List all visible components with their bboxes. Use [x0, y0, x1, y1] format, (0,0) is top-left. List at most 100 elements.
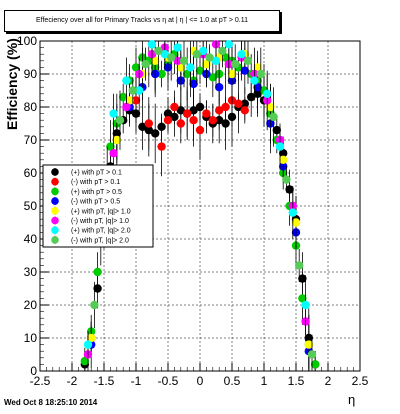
data-point: [240, 106, 249, 115]
date-stamp: Wed Oct 8 18:25:10 2014: [4, 398, 98, 407]
x-axis-label: η: [348, 392, 356, 407]
x-tick-label: -2: [67, 374, 78, 388]
data-point: [218, 46, 227, 56]
data-point: [157, 142, 166, 151]
y-tick-label: 20: [24, 298, 38, 312]
data-point: [183, 109, 192, 118]
y-tick-label: 50: [24, 199, 38, 213]
data-point: [167, 53, 176, 62]
legend-label: (-) with pT, |q|> 2.0: [71, 237, 129, 244]
x-tick-label: 1: [261, 374, 268, 388]
data-point: [119, 92, 128, 102]
legend-box: [42, 164, 154, 248]
data-point: [234, 99, 243, 108]
data-point: [115, 116, 125, 125]
x-tick-label: 1.5: [288, 374, 305, 388]
data-point: [192, 50, 201, 59]
data-point: [83, 340, 93, 349]
data-point: [189, 79, 198, 89]
data-point: [122, 102, 131, 112]
data-point: [291, 218, 301, 227]
data-point: [125, 96, 134, 105]
data-point: [266, 102, 275, 112]
data-point: [208, 73, 217, 82]
data-point: [189, 116, 198, 125]
data-point: [253, 83, 262, 92]
data-point: [80, 356, 90, 366]
legend-label: (-) with pT > 0.5: [71, 199, 120, 206]
y-tick-label: 80: [24, 100, 38, 114]
x-tick-label: -1: [131, 374, 142, 388]
x-tick-label: 0.5: [224, 374, 241, 388]
data-point: [256, 69, 265, 79]
data-point: [211, 56, 221, 65]
data-point: [176, 63, 185, 72]
data-point: [221, 53, 230, 62]
data-point: [131, 96, 141, 105]
data-point: [90, 300, 99, 310]
y-tick-label: 0: [30, 364, 37, 378]
data-point: [215, 83, 224, 92]
y-tick-label: 10: [24, 331, 38, 345]
data-point: [224, 40, 233, 49]
data-point: [109, 109, 118, 118]
legend: (+) with pT > 0.1 (-) with pT > 0.1 (+) wi…: [42, 164, 154, 248]
data-point: [215, 106, 224, 115]
data-point: [288, 208, 297, 217]
data-point: [135, 86, 144, 95]
y-tick-label: 100: [17, 34, 37, 48]
data-point: [298, 294, 307, 303]
data-point: [151, 56, 160, 65]
data-point: [195, 66, 205, 75]
data-point: [199, 46, 208, 56]
y-tick-label: 90: [24, 67, 38, 81]
x-tick-label: -2.5: [30, 374, 51, 388]
data-point: [282, 175, 291, 184]
legend-label: (+) with pT > 0.1: [71, 170, 122, 177]
x-tick-label: 2: [325, 374, 332, 388]
y-tick-label: 40: [24, 232, 38, 246]
data-point: [269, 112, 278, 122]
data-point: [163, 116, 173, 125]
data-point: [295, 261, 304, 270]
data-point: [170, 102, 179, 112]
data-point: [109, 149, 118, 158]
data-point: [275, 142, 285, 151]
legend-label: (+) with pT, |q|> 2.0: [71, 228, 131, 235]
data-point: [176, 119, 185, 128]
data-point: [141, 59, 150, 69]
data-point: [231, 59, 240, 69]
data-point: [157, 69, 166, 79]
data-point: [263, 89, 272, 99]
data-point: [240, 66, 249, 75]
data-point: [147, 40, 157, 49]
legend-label: (+) with pT > 0.5: [71, 189, 122, 196]
legend-marker: [51, 226, 59, 234]
data-point: [243, 56, 253, 65]
y-tick-label: 70: [24, 133, 38, 147]
data-point: [250, 76, 259, 85]
legend-label: (-) with pT > 0.1: [71, 179, 120, 186]
data-point: [247, 92, 256, 102]
y-tick-label: 60: [24, 166, 38, 180]
data-point: [202, 59, 211, 69]
data-point: [311, 360, 320, 369]
legend-marker: [51, 236, 59, 244]
data-point: [128, 86, 137, 95]
data-point: [122, 76, 131, 85]
data-point: [186, 63, 195, 72]
legend-marker: [51, 216, 59, 225]
data-point: [160, 50, 169, 59]
data-point: [138, 122, 147, 131]
data-point: [154, 46, 163, 56]
data-point: [208, 116, 217, 125]
legend-marker: [51, 168, 59, 176]
x-tick-label: 0: [197, 374, 204, 388]
legend-marker: [51, 187, 59, 196]
legend-marker: [51, 177, 59, 186]
legend-label: (-) with pT, |q|> 1.0: [71, 218, 129, 225]
y-axis-label: Efficiency (%): [4, 38, 20, 130]
data-point: [106, 142, 115, 151]
data-point: [227, 69, 237, 79]
